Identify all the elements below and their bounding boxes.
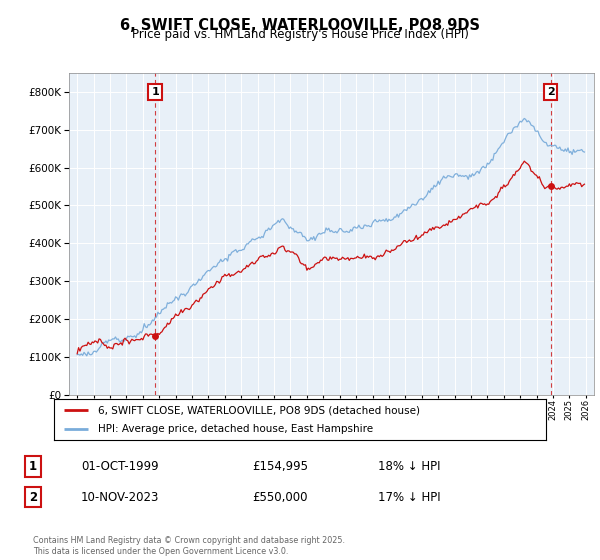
Text: Price paid vs. HM Land Registry's House Price Index (HPI): Price paid vs. HM Land Registry's House …	[131, 28, 469, 41]
Text: HPI: Average price, detached house, East Hampshire: HPI: Average price, detached house, East…	[98, 424, 373, 433]
Text: 6, SWIFT CLOSE, WATERLOOVILLE, PO8 9DS (detached house): 6, SWIFT CLOSE, WATERLOOVILLE, PO8 9DS (…	[98, 405, 420, 415]
Text: 6, SWIFT CLOSE, WATERLOOVILLE, PO8 9DS: 6, SWIFT CLOSE, WATERLOOVILLE, PO8 9DS	[120, 18, 480, 33]
Text: 17% ↓ HPI: 17% ↓ HPI	[378, 491, 440, 504]
Text: 10-NOV-2023: 10-NOV-2023	[81, 491, 160, 504]
Text: 18% ↓ HPI: 18% ↓ HPI	[378, 460, 440, 473]
Text: £154,995: £154,995	[252, 460, 308, 473]
Text: 1: 1	[151, 87, 159, 97]
Text: £550,000: £550,000	[252, 491, 308, 504]
Text: 1: 1	[29, 460, 37, 473]
Text: 01-OCT-1999: 01-OCT-1999	[81, 460, 158, 473]
Text: Contains HM Land Registry data © Crown copyright and database right 2025.
This d: Contains HM Land Registry data © Crown c…	[33, 536, 345, 556]
Text: 2: 2	[547, 87, 554, 97]
Text: 2: 2	[29, 491, 37, 504]
